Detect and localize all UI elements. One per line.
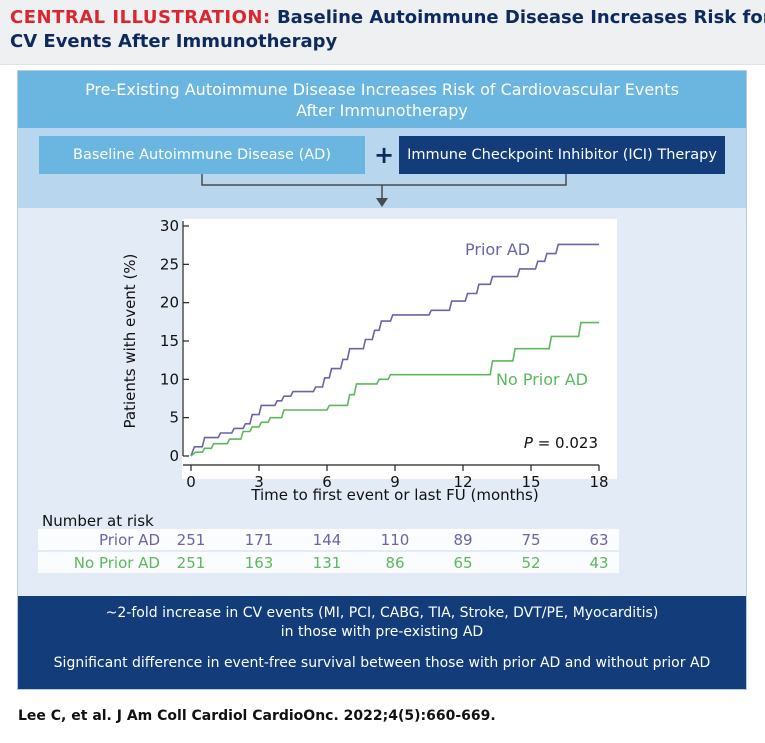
plot-area: 0 5 10 15 20 25 30 0 3 6 9 12 15 18 Prior AD No Prior …: [18, 208, 746, 596]
x-tick-label: 9: [390, 473, 400, 491]
risk-row-value: 86: [385, 554, 404, 572]
risk-row-value: 251: [177, 531, 206, 549]
risk-row-value: 89: [453, 531, 472, 549]
km-chart: 0 5 10 15 20 25 30 0 3 6 9 12 15 18 Prior AD No Prior …: [38, 217, 619, 573]
axes: 0 5 10 15 20 25 30 0 3 6 9 12 15 18: [160, 217, 609, 491]
risk-table-title: Number at risk: [42, 512, 154, 530]
header: CENTRAL ILLUSTRATION: Baseline Autoimmun…: [0, 0, 765, 65]
risk-row-value: 171: [245, 531, 274, 549]
illustration-frame: Pre-Existing Autoimmune Disease Increase…: [17, 70, 747, 690]
conclusion-line2: in those with pre-existing AD: [280, 624, 484, 640]
top-banner-line2: After Immunotherapy: [296, 100, 468, 120]
baseline-ad-box: Baseline Autoimmune Disease (AD): [39, 136, 365, 174]
ici-therapy-box: Immune Checkpoint Inhibitor (ICI) Therap…: [399, 136, 725, 174]
y-tick-label: 25: [160, 255, 179, 273]
risk-row-value: 144: [313, 531, 342, 549]
y-tick-label: 20: [160, 294, 179, 312]
risk-row-label: No Prior AD: [74, 554, 160, 572]
risk-row-value: 251: [177, 554, 206, 572]
risk-row-label: Prior AD: [99, 531, 160, 549]
risk-row-value: 131: [313, 554, 342, 572]
plus-sign: +: [373, 141, 395, 169]
y-axis-label: Patients with event (%): [121, 254, 139, 429]
y-tick-label: 15: [160, 332, 179, 350]
y-tick-label: 30: [160, 217, 179, 235]
risk-row-band: [38, 529, 619, 550]
series-line-prior-ad: [190, 243, 599, 457]
x-axis-label: Time to first event or last FU (months): [250, 486, 538, 504]
exposure-band: Baseline Autoimmune Disease (AD) + Immun…: [18, 128, 746, 208]
x-tick-label: 0: [186, 473, 196, 491]
series-label-prior-ad: Prior AD: [465, 240, 530, 259]
x-tick-label: 12: [453, 473, 472, 491]
risk-row-value: 75: [521, 531, 540, 549]
series-lines: [190, 243, 599, 457]
y-tick-label: 5: [169, 409, 179, 427]
risk-row-band: [38, 552, 619, 573]
conclusion-line1: ~2-fold increase in CV events (MI, PCI, …: [105, 605, 659, 621]
conclusions-banner: ~2-fold increase in CV events (MI, PCI, …: [18, 596, 746, 689]
connector-arrow: [201, 174, 567, 207]
header-title-line1: CENTRAL ILLUSTRATION: Baseline Autoimmun…: [10, 6, 765, 30]
risk-row-value: 110: [381, 531, 410, 549]
x-tick-label: 6: [322, 473, 332, 491]
y-tick-label: 0: [169, 447, 179, 465]
header-title-part1: Baseline Autoimmune Disease Increases Ri…: [276, 7, 765, 28]
risk-row-value: 65: [453, 554, 472, 572]
x-tick-label: 3: [254, 473, 264, 491]
series-label-no-prior-ad: No Prior AD: [496, 370, 588, 389]
top-banner: Pre-Existing Autoimmune Disease Increase…: [18, 71, 746, 128]
risk-row-value: 63: [589, 531, 608, 549]
p-value-annotation: P = 0.023: [524, 434, 598, 452]
risk-row-value: 43: [589, 554, 608, 572]
citation: Lee C, et al. J Am Coll Cardiol CardioOn…: [18, 708, 496, 724]
series-line-no-prior-ad: [190, 321, 599, 457]
x-tick-label: 15: [521, 473, 540, 491]
x-tick-label: 18: [589, 473, 608, 491]
p-symbol: P: [524, 434, 534, 452]
top-banner-line1: Pre-Existing Autoimmune Disease Increase…: [85, 79, 679, 99]
y-tick-label: 10: [160, 370, 179, 388]
conclusion-line3: Significant difference in event-free sur…: [53, 655, 711, 671]
header-title-part2: CV Events After Immunotherapy: [10, 31, 338, 52]
p-value: = 0.023: [533, 434, 598, 452]
central-illustration-label: CENTRAL ILLUSTRATION:: [10, 7, 271, 28]
risk-table-bands: [38, 529, 619, 573]
risk-row-value: 52: [521, 554, 540, 572]
risk-row-value: 163: [245, 554, 274, 572]
